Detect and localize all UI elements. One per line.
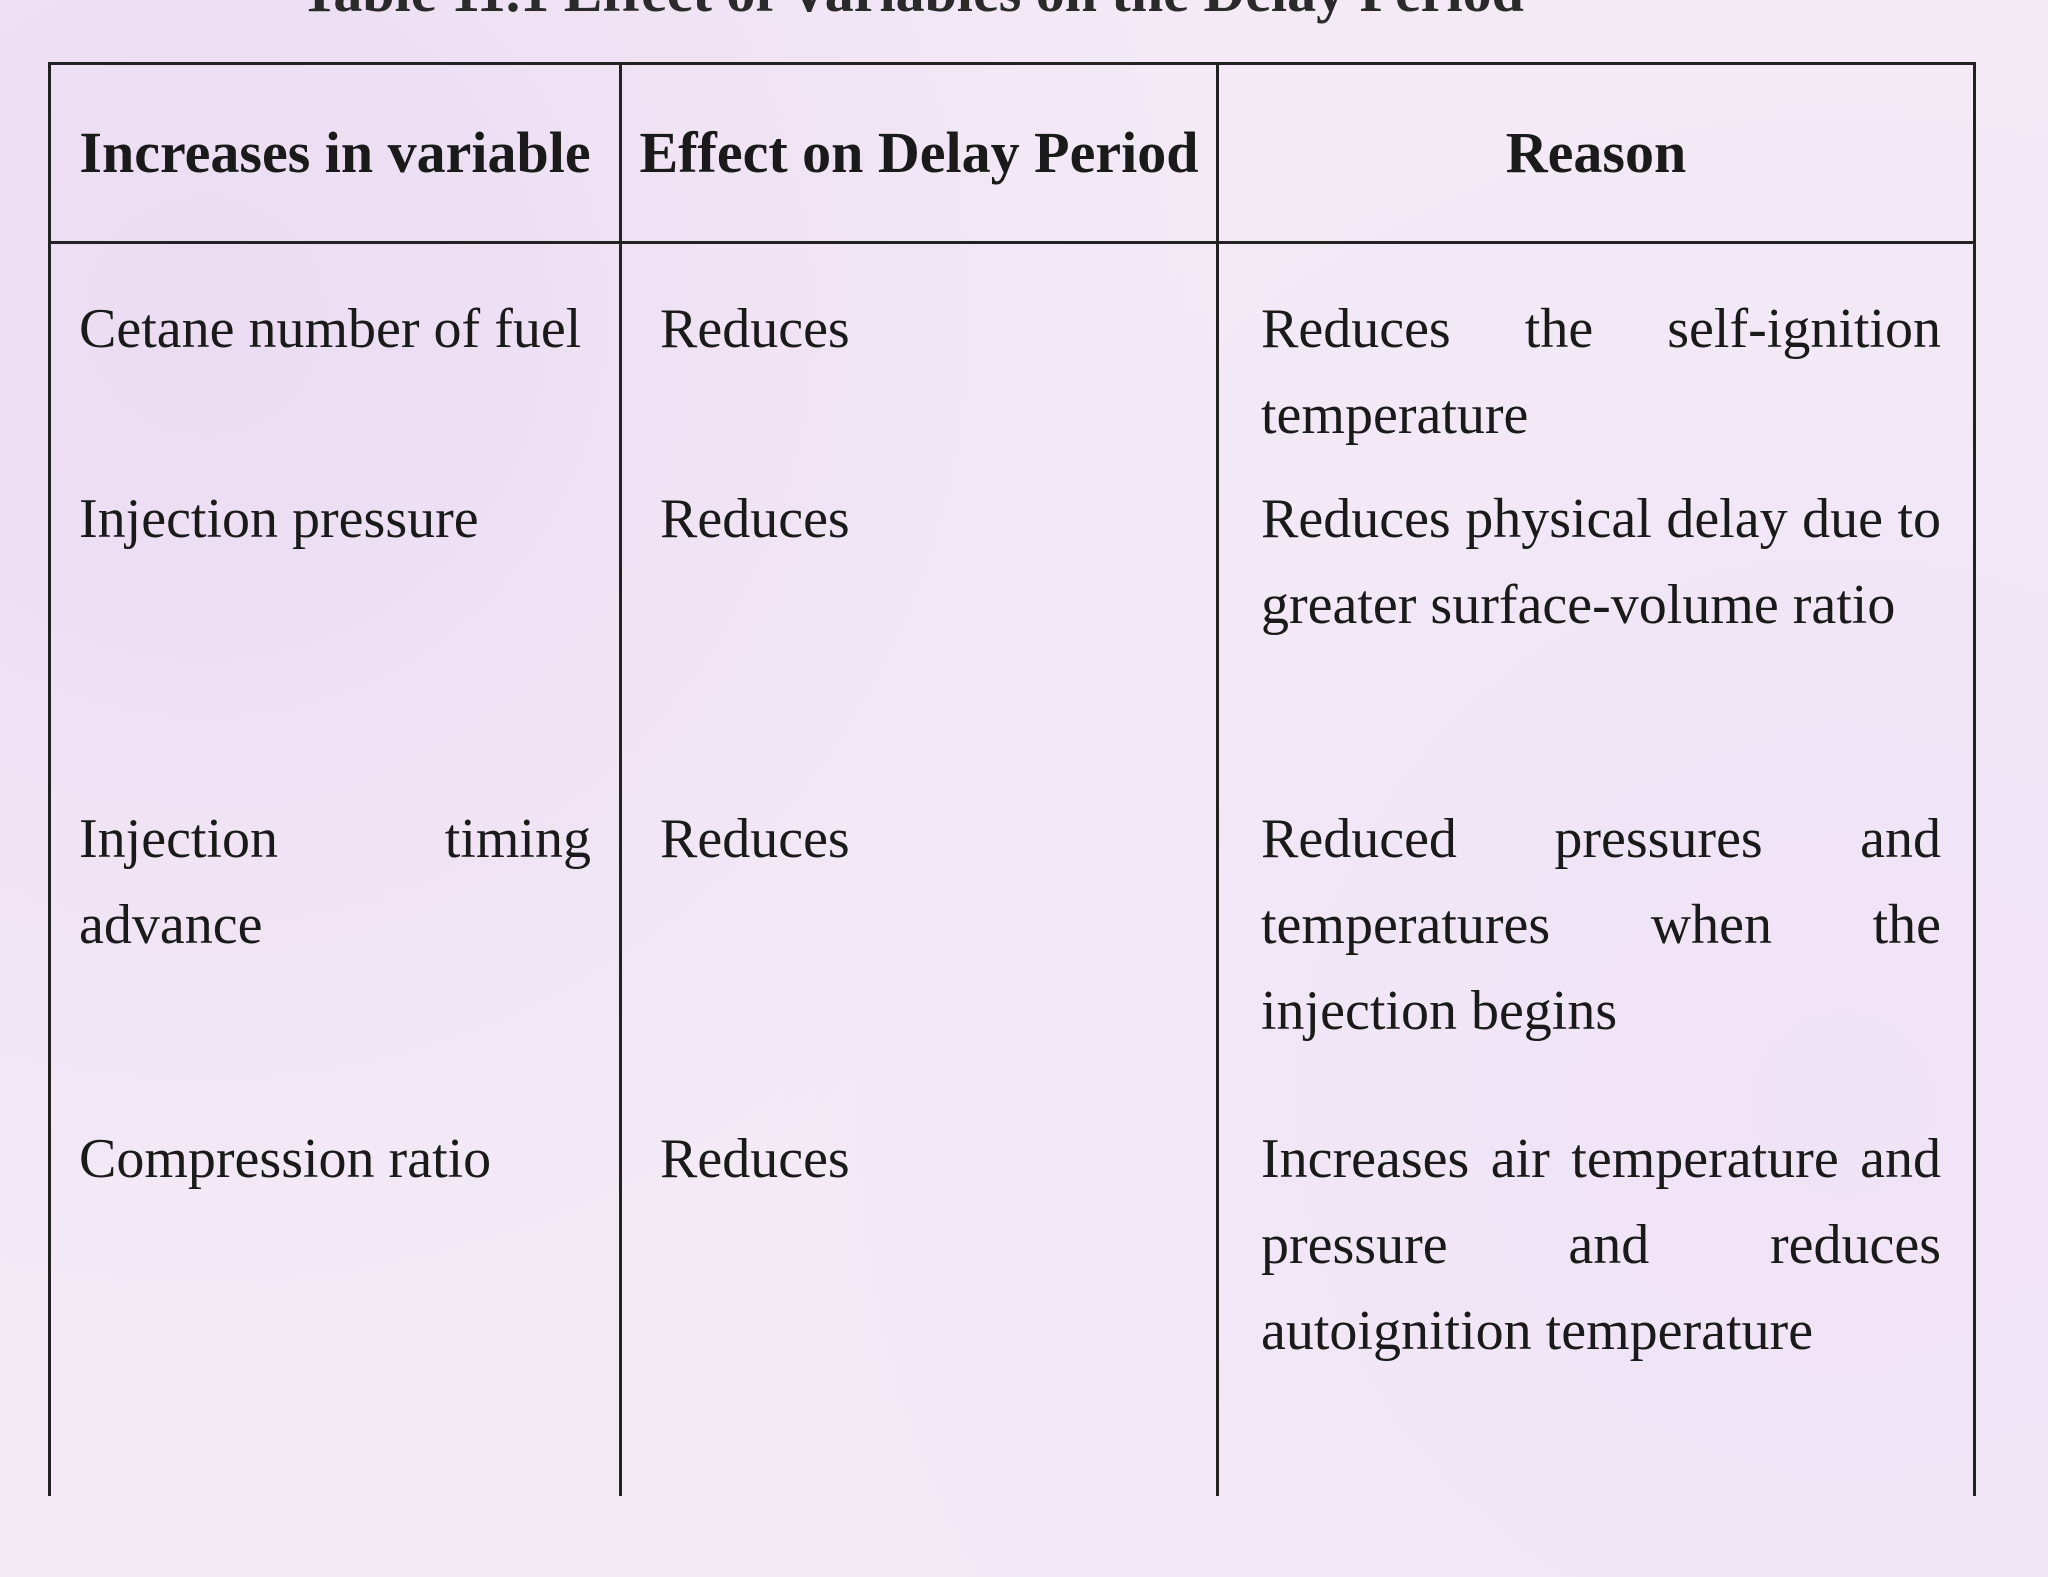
cell-effect: Reduces [619, 476, 1219, 796]
cell-effect: Reduces [619, 796, 1219, 1116]
table-row: Compression ratio Reduces Increases air … [48, 1116, 1976, 1496]
cell-variable: Compression ratio [48, 1116, 622, 1496]
header-row: Increases in variable Effect on Delay Pe… [48, 62, 1976, 244]
cell-effect: Reduces [619, 242, 1219, 476]
table-caption: Table 11.1 Effect of Variables on the De… [300, 0, 1524, 25]
cell-reason: Reduces physical delay due to greater su… [1216, 476, 1976, 796]
cell-reason: Reduces the self-ignition temperature [1216, 242, 1976, 476]
table-row: Injection pressure Reduces Reduces physi… [48, 476, 1976, 796]
cell-effect: Reduces [619, 1116, 1219, 1496]
cell-variable: Injection timing advance [48, 796, 622, 1116]
table-header: Increases in variable Effect on Delay Pe… [48, 62, 1976, 244]
header-reason: Reason [1216, 62, 1976, 244]
cell-variable: Injection pressure [48, 476, 622, 796]
cell-reason: Increases air temperature and pressure a… [1216, 1116, 1976, 1496]
table-body: Cetane number of fuel Reduces Reduces th… [48, 242, 1976, 1496]
table-row: Cetane number of fuel Reduces Reduces th… [48, 242, 1976, 476]
delay-period-table: Increases in variable Effect on Delay Pe… [48, 62, 1976, 1496]
header-variable: Increases in variable [48, 62, 622, 244]
table-row: Injection timing advance Reduces Reduced… [48, 796, 1976, 1116]
header-effect: Effect on Delay Period [619, 62, 1219, 244]
cell-reason: Reduced pressures and temperatures when … [1216, 796, 1976, 1116]
cell-variable: Cetane number of fuel [48, 242, 622, 476]
